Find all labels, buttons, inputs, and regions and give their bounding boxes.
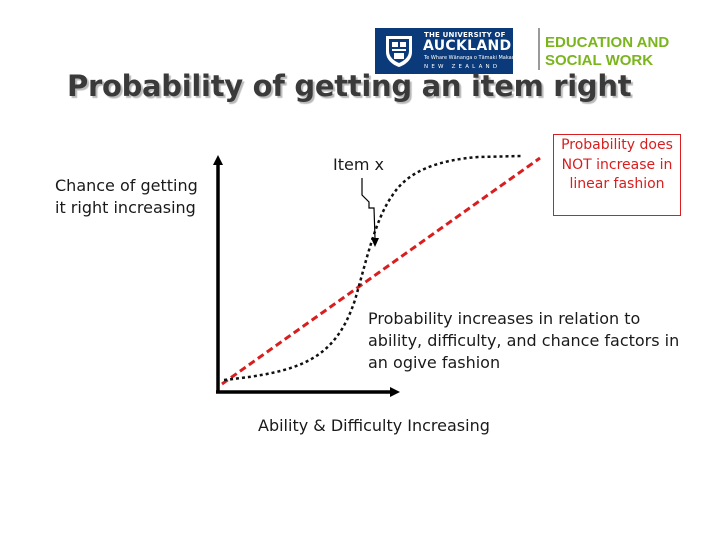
ogive-description: Probability increases in relation to abi…	[368, 309, 680, 372]
linear-probability-line	[221, 156, 541, 386]
university-country: NEW ZEALAND	[424, 64, 501, 70]
item-label: Item x	[333, 155, 384, 174]
y-axis-label: Chance of getting it right increasing	[55, 176, 198, 217]
x-axis-label: Ability & Difficulty Increasing	[258, 416, 490, 435]
faculty-name: EDUCATION AND SOCIAL WORK	[545, 34, 669, 70]
university-line1: THE UNIVERSITY OF	[424, 31, 506, 39]
university-maori-name: Te Whare Wānanga o Tāmaki Makaurau	[424, 55, 524, 61]
item-pointer-arrow-icon	[371, 238, 379, 247]
faculty-line2: SOCIAL WORK	[545, 52, 654, 69]
page-title: Probability of getting an item right	[67, 69, 632, 103]
logo-divider	[538, 28, 540, 70]
item-pointer	[361, 178, 376, 239]
university-logo: THE UNIVERSITY OF AUCKLAND Te Whare Wāna…	[375, 28, 523, 74]
university-name: AUCKLAND	[423, 38, 512, 54]
linear-callout: Probability does NOT increase in linear …	[553, 134, 681, 216]
university-crest-icon	[380, 32, 418, 70]
ogive-curve	[223, 154, 523, 382]
faculty-line1: EDUCATION AND	[545, 34, 670, 51]
